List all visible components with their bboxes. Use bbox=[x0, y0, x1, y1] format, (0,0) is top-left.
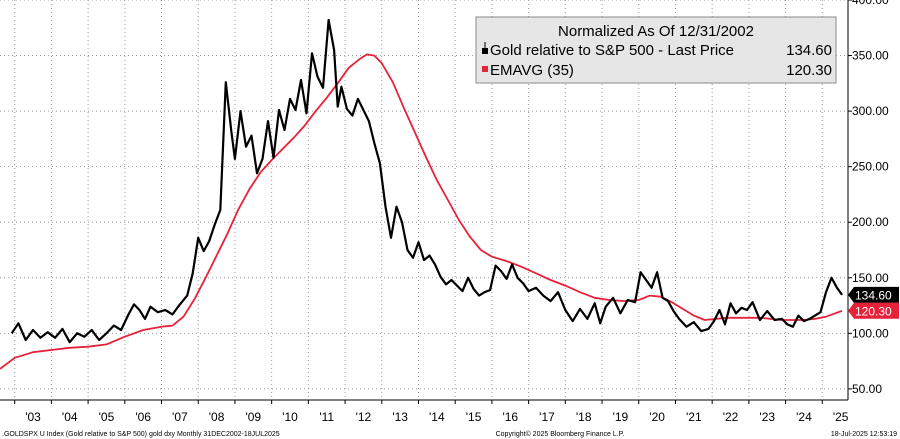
series bbox=[0, 18, 843, 370]
ema-series-line bbox=[0, 53, 843, 370]
gold-last-badge: 134.60 bbox=[848, 286, 899, 303]
y-tick-labels: 50.00 100.00 150.00 200.00 250.00 300.00 350.0… bbox=[848, 0, 889, 396]
x-tick-label: '16 bbox=[502, 410, 518, 424]
x-tick-label: '10 bbox=[282, 410, 298, 424]
y-tick-label: 250.00 bbox=[852, 160, 889, 174]
legend-gold-marker bbox=[482, 48, 488, 54]
ema-last-badge: 120.30 bbox=[848, 302, 899, 319]
x-tick-label: '24 bbox=[796, 410, 812, 424]
x-tick-label: '20 bbox=[649, 410, 665, 424]
x-tick-label: '13 bbox=[392, 410, 408, 424]
legend-title: Normalized As Of 12/31/2002 bbox=[558, 23, 754, 40]
x-tick-label: '25 bbox=[833, 410, 849, 424]
x-tick-label: '04 bbox=[62, 410, 78, 424]
legend-box bbox=[475, 16, 837, 84]
grid bbox=[0, 0, 848, 400]
footer-source: .GOLDSPX U Index (Gold relative to S&P 5… bbox=[2, 431, 280, 438]
y-tick-label: 200.00 bbox=[852, 215, 889, 229]
x-tick-label: '19 bbox=[613, 410, 629, 424]
legend-item-gold-value: 134.60 bbox=[786, 42, 832, 59]
legend-item-ema-label: EMAVG (35) bbox=[490, 62, 574, 79]
x-tick-label: '17 bbox=[539, 410, 555, 424]
x-tick-label: '08 bbox=[209, 410, 225, 424]
gold-last-badge-text: 134.60 bbox=[855, 288, 892, 302]
x-tick-label: '18 bbox=[576, 410, 592, 424]
x-tick-label: '09 bbox=[245, 410, 261, 424]
gold-relative-series-line bbox=[10, 18, 843, 344]
x-tick-label: '11 bbox=[319, 410, 334, 424]
x-tick-label: '03 bbox=[25, 410, 41, 424]
footer: .GOLDSPX U Index (Gold relative to S&P 5… bbox=[2, 430, 897, 438]
y-tick-label: 350.00 bbox=[852, 49, 889, 63]
y-tick-label: 100.00 bbox=[852, 326, 889, 340]
x-tick-label: '21 bbox=[686, 410, 702, 424]
x-tick-label: '15 bbox=[466, 410, 482, 424]
x-tick-label: '12 bbox=[356, 410, 372, 424]
legend-item-ema-value: 120.30 bbox=[786, 62, 832, 79]
legend-item-gold-label: Gold relative to S&P 500 - Last Price bbox=[490, 42, 734, 59]
x-tick-labels: '03 '04 '05 '06 '07 '08 '09 '10 '11 '12 '13 '14 '15 '… bbox=[14, 400, 849, 424]
y-tick-label: 50.00 bbox=[852, 382, 882, 396]
x-tick-label: '06 bbox=[135, 410, 151, 424]
last-value-badges: 134.60 120.30 bbox=[848, 286, 899, 319]
legend: Normalized As Of 12/31/2002 Gold relativ… bbox=[475, 16, 837, 84]
x-tick-label: '07 bbox=[172, 410, 188, 424]
legend-ema-marker bbox=[482, 66, 488, 72]
footer-copyright: Copyright© 2025 Bloomberg Finance L.P. bbox=[496, 430, 625, 438]
ema-last-badge-text: 120.30 bbox=[855, 304, 892, 318]
footer-timestamp: 18-Jul-2025 12:53:19 bbox=[831, 431, 897, 438]
gold-last-badge-shape bbox=[848, 286, 899, 303]
x-tick-label: '05 bbox=[99, 410, 115, 424]
y-tick-label: 150.00 bbox=[852, 271, 889, 285]
ema-last-badge-shape bbox=[848, 302, 899, 319]
x-tick-label: '22 bbox=[723, 410, 739, 424]
x-tick-label: '14 bbox=[429, 410, 445, 424]
y-tick-label: 300.00 bbox=[852, 104, 889, 118]
y-tick-label: 400.00 bbox=[852, 0, 889, 7]
x-tick-label: '23 bbox=[759, 410, 775, 424]
